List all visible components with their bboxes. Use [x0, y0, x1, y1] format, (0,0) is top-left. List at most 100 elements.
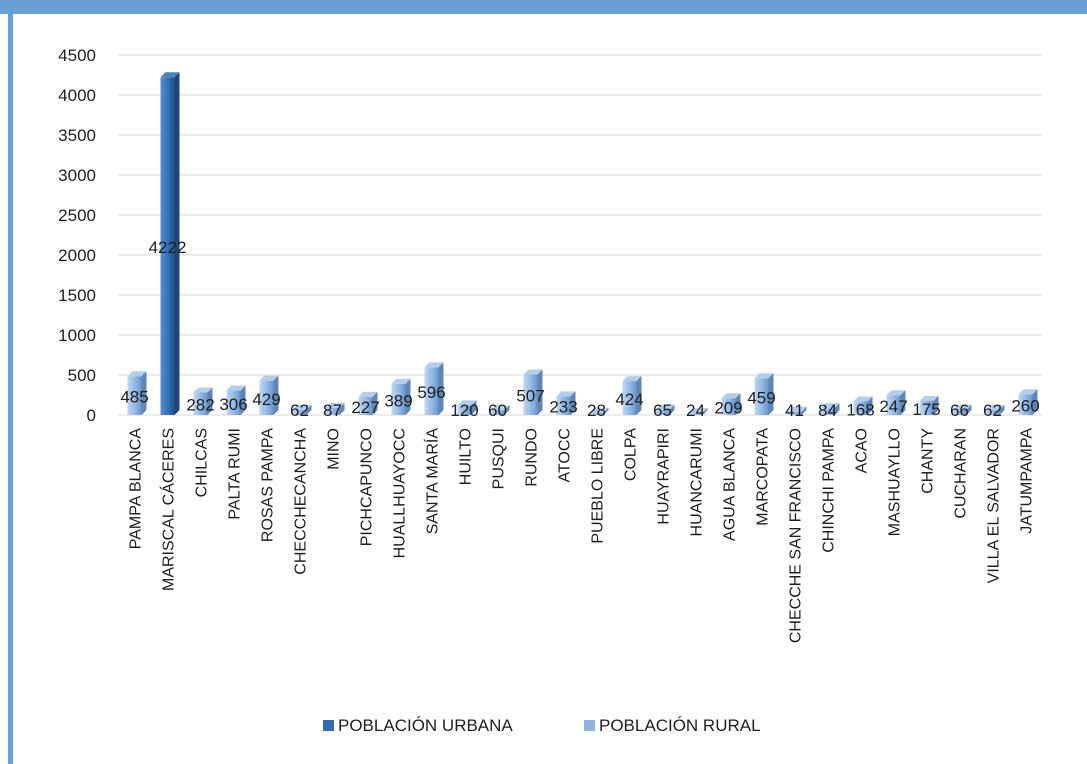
bar-front [226, 390, 241, 415]
bar-side [1032, 389, 1038, 415]
bar [853, 396, 873, 415]
bar-front [655, 409, 670, 415]
bar-top [490, 405, 510, 411]
bar-side [735, 393, 741, 415]
legend-swatch [323, 720, 334, 731]
bar-top [622, 376, 642, 382]
data-label: 84 [818, 401, 837, 420]
data-label: 28 [587, 401, 606, 420]
bars [127, 72, 1038, 416]
bar-side [504, 405, 510, 415]
bar-top [391, 378, 411, 384]
bar-front [919, 401, 934, 415]
x-tick-label: CHECCHECANCHA [293, 428, 310, 575]
data-label: 429 [252, 390, 280, 409]
data-label: 233 [549, 398, 577, 417]
bar [160, 72, 180, 416]
data-label: 87 [323, 401, 342, 420]
gridlines [118, 54, 1042, 416]
data-label: 507 [516, 387, 544, 406]
x-tick-label: HUALLHUAYOCC [392, 428, 409, 558]
x-axis: PAMPA BLANCA MARISCAL CÁCERES CHILCAS PALTA… [128, 428, 1036, 643]
bar [424, 362, 444, 415]
bar-top [457, 400, 477, 406]
x-tick-label: RUNDO [524, 428, 541, 487]
bar [193, 387, 213, 415]
bar-front [721, 398, 736, 415]
bar-top [952, 404, 972, 410]
bar-side [933, 396, 939, 415]
legend-item: POBLACIÓN RURAL [584, 716, 761, 735]
data-label: 247 [879, 397, 907, 416]
frame-top-border [0, 0, 1087, 14]
bar-side [603, 407, 609, 415]
bar-front [193, 392, 208, 415]
data-label: 120 [450, 401, 478, 420]
bar-top [853, 396, 873, 402]
bar-front [787, 411, 802, 415]
data-label: 227 [351, 398, 379, 417]
data-label: 485 [120, 388, 148, 407]
data-labels: 485 4222 282 306 429 62 87 227 389 596 120 60 507 233… [120, 238, 1039, 420]
x-tick-label: AGUA BLANCA [722, 428, 739, 541]
y-tick-label: 2500 [58, 206, 96, 225]
x-tick-label: PAMPA BLANCA [128, 428, 145, 550]
bar-top [1018, 389, 1038, 395]
bar-front [292, 410, 307, 415]
bar-side [966, 404, 972, 415]
x-tick-label: SANTA MARÍA [423, 428, 442, 535]
data-label: 596 [417, 383, 445, 402]
bar-side [702, 408, 708, 415]
x-tick-label: PALTA RUMI [227, 428, 244, 520]
bar-top [523, 369, 543, 375]
bar [556, 391, 576, 415]
bar-side [372, 391, 378, 415]
bar-front [457, 405, 472, 415]
bar-front [523, 374, 538, 415]
y-tick-label: 4500 [58, 46, 96, 65]
bar-side [240, 385, 246, 415]
bar [721, 393, 741, 415]
bar [820, 403, 840, 415]
y-axis: 0 500 1000 1500 2000 2500 3000 3500 4000 4500 [58, 46, 96, 425]
bar [325, 403, 345, 415]
bar-front [853, 401, 868, 415]
y-tick-label: 500 [68, 366, 96, 385]
x-tick-label: ROSAS PAMPA [260, 428, 277, 542]
data-label: 209 [714, 399, 742, 418]
bar-side [174, 72, 180, 416]
data-label: 306 [219, 395, 247, 414]
bar [622, 376, 642, 415]
y-tick-label: 1000 [58, 326, 96, 345]
data-label: 168 [846, 400, 874, 419]
bar-top [688, 408, 708, 414]
bar-front [424, 367, 439, 415]
bar-front [985, 410, 1000, 415]
bar-side [141, 371, 147, 415]
data-label: 260 [1011, 397, 1039, 416]
bar-side [438, 362, 444, 415]
bar-side [273, 375, 279, 415]
bar-top [820, 403, 840, 409]
x-tick-label: MARISCAL CÁCERES [159, 428, 178, 591]
bar-top [754, 373, 774, 379]
bar-top [556, 391, 576, 397]
x-tick-label: CHINCHI PAMPA [821, 428, 838, 553]
bar [655, 404, 675, 415]
bar-side [339, 403, 345, 415]
bar [985, 405, 1005, 415]
bar-front [952, 409, 967, 415]
y-tick-label: 3500 [58, 126, 96, 145]
x-tick-label: MASHUAYLLO [887, 428, 904, 536]
bar-side [768, 373, 774, 415]
data-label: 459 [747, 389, 775, 408]
bar-top [259, 375, 279, 381]
bar-side [669, 404, 675, 415]
bar-front [127, 376, 142, 415]
y-tick-label: 4000 [58, 86, 96, 105]
bar [358, 391, 378, 415]
y-tick-label: 2000 [58, 246, 96, 265]
legend-item: POBLACIÓN URBANA [323, 716, 513, 735]
